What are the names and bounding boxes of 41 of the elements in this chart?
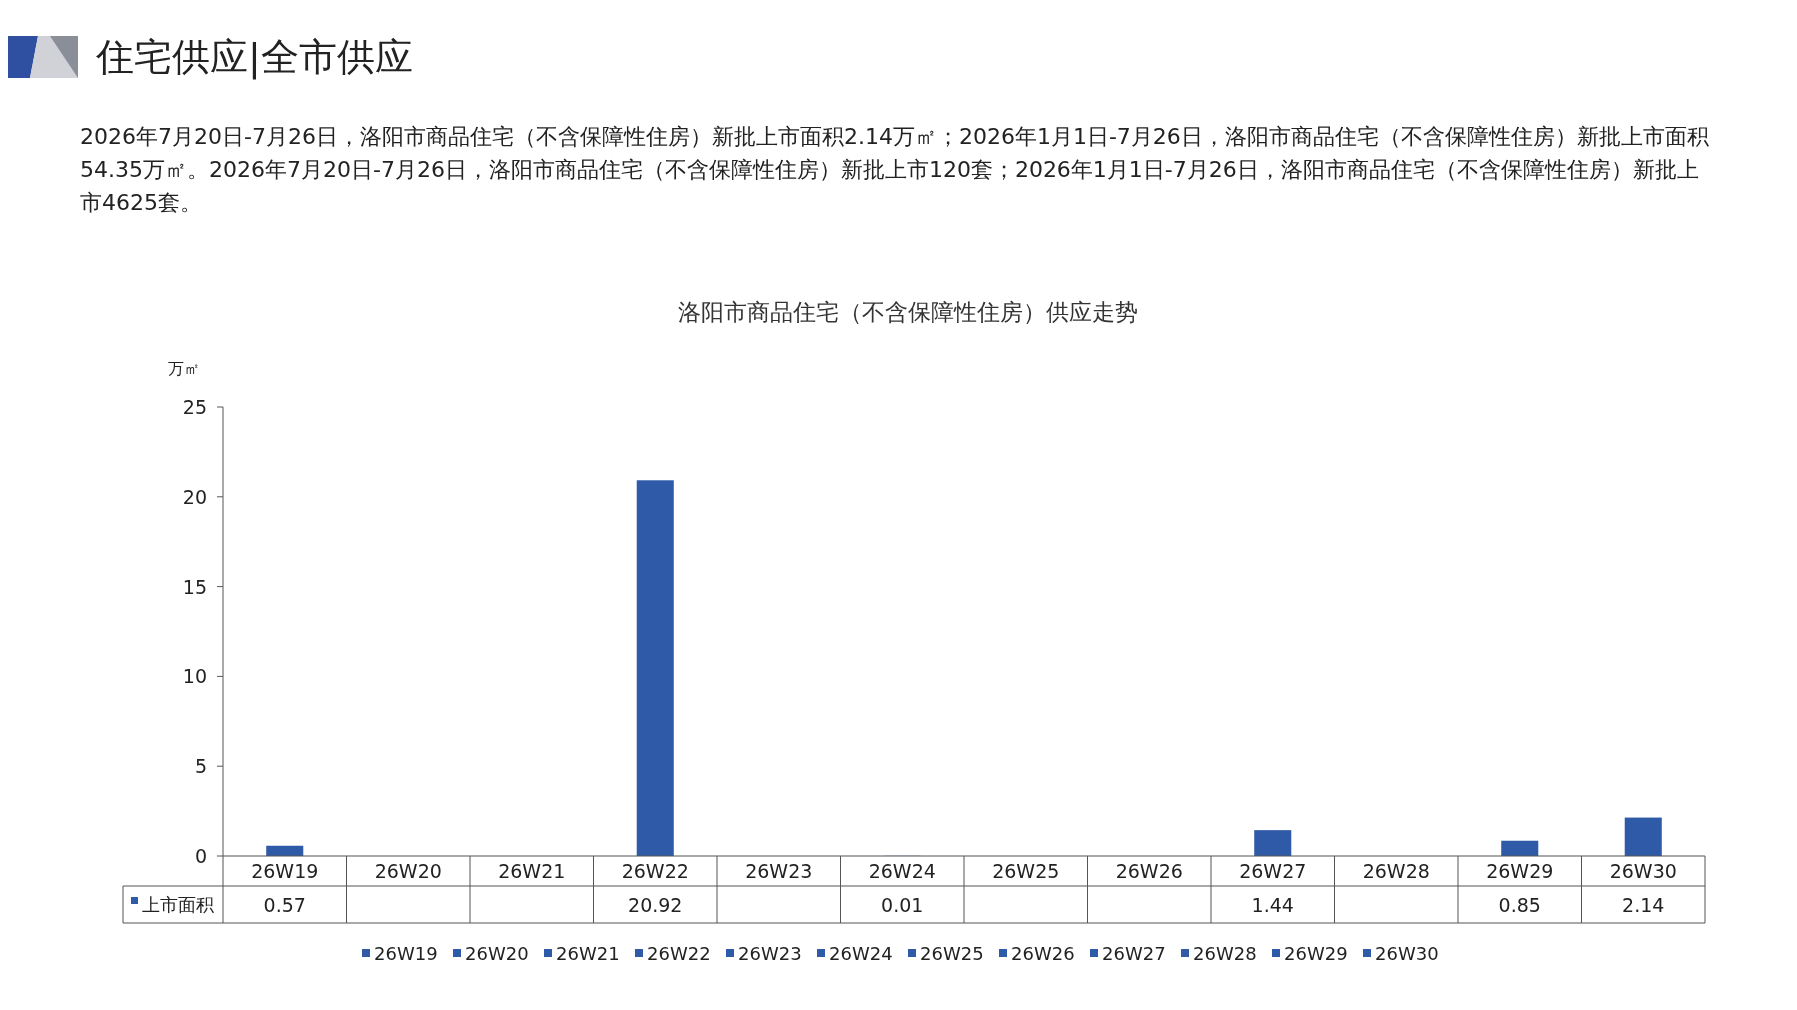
x-tick-label: 26W26: [1115, 860, 1183, 882]
category-label: 26W26: [1011, 943, 1075, 964]
x-tick-label: 26W25: [992, 860, 1060, 882]
x-tick-label: 26W22: [621, 860, 689, 882]
category-label: 26W20: [465, 943, 529, 964]
category-label: 26W27: [1102, 943, 1166, 964]
x-tick-label: 26W29: [1486, 860, 1554, 882]
y-axis-title: 万㎡: [168, 359, 200, 378]
category-label: 26W21: [556, 943, 620, 964]
category-label: 26W22: [647, 943, 711, 964]
category-label: 26W25: [920, 943, 984, 964]
y-tick-label: 20: [182, 485, 207, 508]
y-tick-label: 5: [194, 755, 207, 778]
x-tick-label: 26W24: [868, 860, 936, 882]
y-tick-label: 15: [182, 575, 207, 598]
data-label: 0.57: [263, 894, 306, 916]
y-tick-label: 0: [194, 845, 207, 867]
x-tick-label: 26W21: [498, 860, 566, 882]
data-label: 1.44: [1251, 894, 1294, 916]
x-tick-label: 26W23: [745, 860, 813, 882]
data-label: 2.14: [1622, 894, 1665, 916]
x-tick-label: 26W20: [374, 860, 442, 882]
data-label: 20.92: [628, 894, 683, 916]
category-label: 26W29: [1284, 943, 1348, 964]
x-tick-label: 26W30: [1609, 860, 1677, 882]
chart-title: 洛阳市商品住宅（不含保障性住房）供应走势: [678, 299, 1138, 325]
text: 住宅供应|全市供应: [95, 35, 413, 80]
category-label: 26W30: [1375, 943, 1439, 964]
x-tick-label: 26W27: [1239, 860, 1307, 882]
category-label: 26W28: [1193, 943, 1257, 964]
x-tick-label: 26W28: [1362, 860, 1430, 882]
category-label: 26W23: [738, 943, 802, 964]
y-tick-label: 25: [182, 396, 207, 418]
data-label: 0.01: [881, 894, 924, 916]
data-label: 0.85: [1498, 894, 1541, 916]
y-tick-label: 10: [182, 665, 207, 688]
x-tick-label: 26W19: [251, 860, 319, 882]
legend-label: 上市面积: [142, 894, 214, 915]
category-label: 26W24: [829, 943, 893, 964]
category-label: 26W19: [374, 943, 438, 964]
text: 2026年7月20日-7月26日，洛阳市商品住宅（不含保障性住房）新批上市面积2.14万㎡；2026年1月1日-7月26日，洛阳市商品住宅（不含保障性住房）新批上市面积54.35万㎡。2026年7月20日-7月26日，洛阳市商品住宅（不含保障性住房）新批上市120套；2026年1月1日-7月26日，洛阳市商品住宅（不含保障性住房）新批上市4625套。: [80, 123, 1710, 217]
